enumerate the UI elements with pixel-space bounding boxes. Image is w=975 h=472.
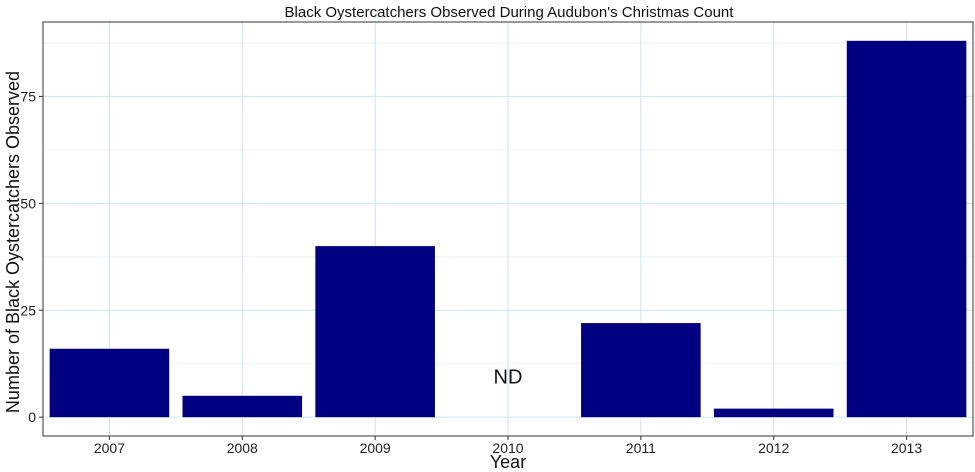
bar-2007 — [49, 348, 170, 418]
x-tick-label: 2007 — [94, 440, 125, 456]
y-axis: 0 25 50 75 — [20, 88, 43, 425]
y-axis-title: Number of Black Oystercatchers Observed — [3, 71, 23, 413]
bar-2012 — [713, 408, 834, 418]
y-tick-label: 50 — [20, 195, 36, 211]
x-tick-label: 2011 — [626, 440, 656, 456]
x-axis-title: Year — [490, 452, 526, 472]
bars — [49, 40, 967, 418]
chart-title: Black Oystercatchers Observed During Aud… — [285, 4, 735, 21]
x-tick-label: 2008 — [227, 440, 258, 456]
bar-2011 — [581, 323, 701, 418]
y-tick-label: 75 — [20, 88, 36, 104]
x-tick-label: 2009 — [360, 440, 391, 456]
x-tick-label: 2013 — [891, 440, 922, 456]
bar-2008 — [182, 395, 303, 418]
y-tick-label: 0 — [28, 409, 36, 425]
bar-2013 — [846, 40, 967, 418]
x-tick-label: 2010 — [492, 440, 523, 456]
annotations: ND — [494, 367, 523, 389]
x-axis: 2007 2008 2009 2010 2011 2012 2013 — [94, 436, 922, 456]
annotation-label: ND — [494, 367, 523, 389]
x-tick-label: 2012 — [758, 440, 789, 456]
bar-2009 — [315, 246, 435, 418]
y-tick-label: 25 — [20, 302, 36, 318]
